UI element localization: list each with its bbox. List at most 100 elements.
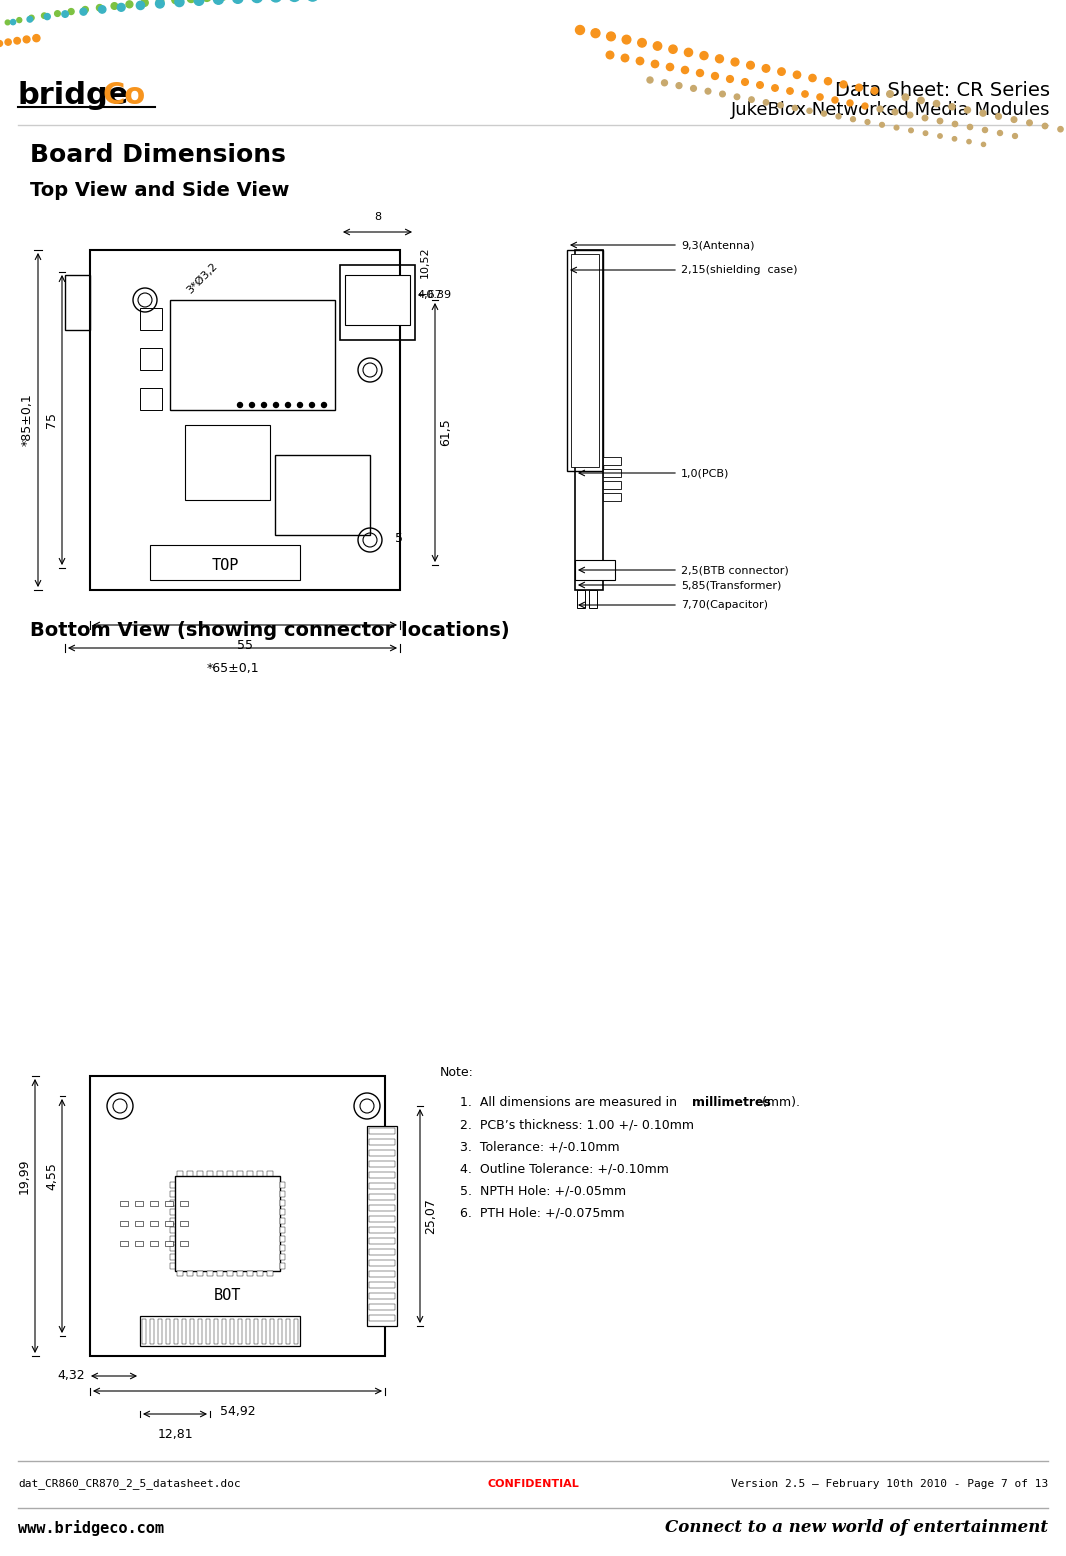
Circle shape — [787, 87, 793, 95]
Bar — [280, 1235, 285, 1242]
Circle shape — [5, 39, 12, 45]
Bar — [369, 1215, 395, 1221]
Circle shape — [879, 123, 885, 128]
Bar — [185, 425, 270, 499]
Bar — [174, 1319, 178, 1344]
Text: 3*Ø3,2: 3*Ø3,2 — [185, 261, 220, 296]
Circle shape — [892, 109, 898, 115]
Circle shape — [623, 36, 631, 44]
Circle shape — [261, 403, 266, 408]
Circle shape — [14, 37, 20, 44]
Circle shape — [968, 124, 972, 129]
Bar — [369, 1249, 395, 1256]
Text: 25,07: 25,07 — [424, 1198, 437, 1234]
Circle shape — [983, 128, 987, 132]
Bar — [165, 1201, 173, 1206]
Circle shape — [194, 0, 204, 5]
Bar — [182, 1319, 185, 1344]
Circle shape — [952, 121, 957, 126]
Bar — [135, 1242, 143, 1246]
Text: 4,55: 4,55 — [45, 1162, 58, 1190]
Circle shape — [42, 12, 47, 19]
Circle shape — [607, 33, 615, 40]
Text: Connect to a new world of entertainment: Connect to a new world of entertainment — [665, 1520, 1048, 1536]
Bar — [177, 1271, 183, 1276]
Text: *65±0,1: *65±0,1 — [206, 661, 259, 675]
Circle shape — [967, 140, 971, 143]
Circle shape — [1027, 120, 1032, 126]
Bar — [230, 1319, 235, 1344]
Circle shape — [0, 40, 2, 47]
Bar — [227, 1172, 233, 1176]
Bar — [280, 1190, 285, 1197]
Circle shape — [80, 8, 87, 16]
Bar — [369, 1204, 395, 1211]
Circle shape — [949, 104, 955, 110]
Circle shape — [700, 51, 708, 59]
Circle shape — [696, 70, 704, 76]
Circle shape — [286, 403, 291, 408]
Bar — [150, 545, 300, 580]
Bar — [180, 1242, 188, 1246]
Text: www.bridgeco.com: www.bridgeco.com — [18, 1520, 164, 1536]
Circle shape — [29, 16, 34, 20]
Text: 2,15(shielding  case): 2,15(shielding case) — [681, 265, 797, 275]
Circle shape — [252, 0, 262, 3]
Circle shape — [840, 81, 847, 87]
Bar — [169, 1209, 175, 1215]
Circle shape — [54, 11, 61, 17]
Circle shape — [731, 58, 739, 65]
Circle shape — [274, 403, 278, 408]
Bar — [177, 1172, 183, 1176]
Bar — [140, 349, 162, 370]
Circle shape — [856, 84, 862, 90]
Bar — [589, 590, 597, 608]
Bar — [577, 590, 585, 608]
Bar — [369, 1161, 395, 1167]
Circle shape — [309, 403, 314, 408]
Bar — [369, 1315, 395, 1321]
Bar — [150, 1242, 158, 1246]
Circle shape — [636, 58, 644, 65]
Circle shape — [172, 0, 179, 3]
Text: dat_CR860_CR870_2_5_datasheet.doc: dat_CR860_CR870_2_5_datasheet.doc — [18, 1478, 241, 1489]
Circle shape — [778, 103, 784, 107]
Bar — [369, 1193, 395, 1200]
Bar — [247, 1271, 253, 1276]
Bar — [166, 1319, 169, 1344]
Bar — [369, 1239, 395, 1243]
Text: 12,81: 12,81 — [157, 1428, 193, 1441]
Bar — [197, 1172, 203, 1176]
Bar — [567, 251, 603, 471]
Text: ←0.39: ←0.39 — [417, 289, 451, 300]
Bar — [150, 1319, 154, 1344]
Bar — [169, 1228, 175, 1232]
Bar — [257, 1271, 263, 1276]
Bar — [369, 1304, 395, 1310]
Circle shape — [902, 93, 908, 101]
Circle shape — [232, 0, 243, 3]
Text: Version 2.5 – February 10th 2010 - Page 7 of 13: Version 2.5 – February 10th 2010 - Page … — [731, 1480, 1048, 1489]
Circle shape — [33, 34, 39, 42]
Bar — [238, 1319, 242, 1344]
Bar — [571, 254, 599, 467]
Bar — [266, 1271, 273, 1276]
Circle shape — [621, 54, 629, 62]
Bar — [120, 1221, 128, 1226]
Bar — [187, 1172, 193, 1176]
Bar — [247, 1172, 253, 1176]
Bar — [280, 1228, 285, 1232]
Bar — [369, 1293, 395, 1299]
Bar — [280, 1183, 285, 1187]
Circle shape — [591, 28, 600, 37]
Circle shape — [213, 0, 224, 5]
Bar — [150, 1221, 158, 1226]
Text: CONFIDENTIAL: CONFIDENTIAL — [487, 1480, 579, 1489]
Circle shape — [82, 6, 88, 12]
Circle shape — [871, 87, 878, 95]
Circle shape — [778, 68, 786, 75]
Circle shape — [1013, 134, 1017, 138]
Circle shape — [836, 114, 841, 118]
Bar — [603, 468, 621, 478]
Bar — [280, 1200, 285, 1206]
